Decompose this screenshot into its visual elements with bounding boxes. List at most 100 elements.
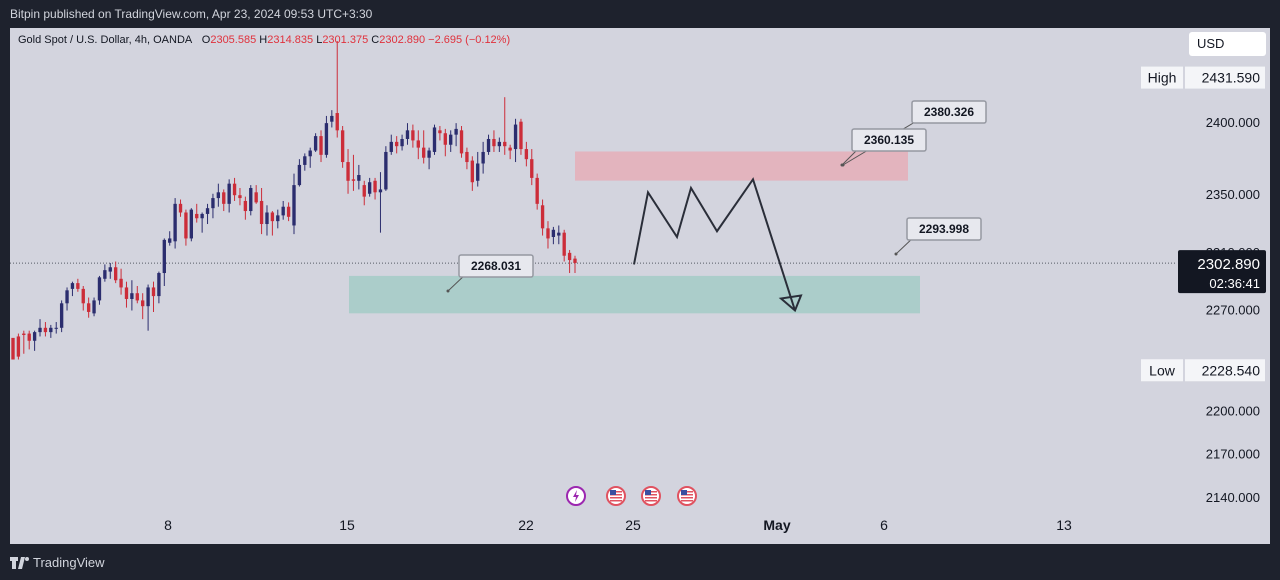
candle (405, 123, 410, 145)
price-callout: 2293.998 (894, 217, 982, 256)
price-callout: 2380.326 (841, 100, 987, 167)
candle-body (103, 270, 107, 279)
candle-body (200, 213, 204, 219)
candle (513, 118, 518, 163)
candle-body (459, 130, 464, 154)
candle (22, 330, 26, 354)
price-callout: 2268.031 (446, 254, 534, 293)
candle-body (346, 162, 350, 181)
candle (438, 126, 442, 141)
candle (362, 180, 366, 206)
icon-ring (677, 486, 697, 506)
candle (492, 130, 496, 152)
candle (232, 177, 237, 201)
candle (151, 281, 156, 312)
candle (540, 199, 545, 236)
candle (200, 212, 204, 233)
candle-body (422, 147, 426, 158)
candle-body (378, 189, 383, 193)
candle (141, 293, 145, 320)
candle (411, 124, 415, 148)
candle (189, 208, 194, 242)
candle (567, 249, 572, 274)
candle-body (481, 151, 485, 164)
candle (49, 324, 53, 338)
currency-selector[interactable]: USD (1189, 32, 1266, 56)
high-value-box (1185, 66, 1265, 89)
callout-box (851, 128, 927, 152)
callout-anchor (894, 252, 898, 256)
candle-countdown: 02:36:41 (1209, 276, 1260, 291)
candle-body (65, 290, 69, 304)
time-tick-label: 8 (164, 517, 172, 533)
time-tick-label: 13 (1056, 517, 1072, 533)
candle (43, 322, 48, 337)
candle-body (141, 300, 145, 307)
projection-arrow-head (778, 294, 803, 313)
candle-body (438, 130, 442, 134)
candle-body (313, 136, 318, 151)
time-tick-label: 22 (518, 517, 534, 533)
price-chart[interactable]: 2380.326 2360.135 2293.998 2268.031 2400.00… (10, 28, 1270, 544)
candle-body (486, 138, 491, 152)
candle-body (76, 283, 80, 289)
projection-path[interactable] (633, 177, 796, 311)
candle-body (400, 138, 404, 147)
candle (238, 187, 242, 206)
candle-body (146, 287, 150, 307)
high-label: H (259, 34, 268, 46)
candle-body (540, 205, 545, 229)
candle (297, 159, 302, 187)
candle-body (27, 333, 31, 341)
us-flag-icon (606, 486, 626, 506)
candle-body (324, 123, 329, 155)
time-axis[interactable]: 8 15 22 25 May 6 13 (164, 517, 1072, 533)
candle (427, 147, 431, 170)
candle (465, 147, 469, 170)
supply-zone[interactable] (575, 151, 908, 181)
symbol-title: Gold Spot / U.S. Dollar, 4h, OANDA (18, 34, 192, 46)
candle (205, 203, 210, 225)
high-value: 2314.835 (267, 34, 314, 46)
open-value: 2305.585 (210, 34, 257, 46)
candle (173, 198, 177, 249)
candle (443, 128, 447, 157)
candle-body (232, 183, 237, 196)
candle (259, 187, 264, 235)
flag-canton (681, 490, 687, 495)
candle-body (243, 200, 248, 212)
candle (162, 238, 166, 286)
candle (59, 300, 64, 333)
candle (530, 149, 534, 186)
candle (168, 231, 172, 246)
candle (76, 278, 80, 292)
candle (27, 330, 31, 350)
candle (135, 286, 139, 304)
candle (508, 144, 512, 160)
callout-box (458, 254, 534, 278)
flag-stripe (610, 497, 622, 499)
candle-body (54, 327, 58, 329)
candle (281, 200, 285, 220)
price-axis[interactable]: 2400.0002350.0002310.0002270.0002200.000… (1141, 28, 1270, 544)
candle-body (513, 124, 518, 150)
candle (97, 275, 102, 305)
candle-body (330, 115, 334, 122)
candle (286, 202, 291, 222)
candle (86, 297, 91, 318)
candle (119, 268, 123, 295)
flag-stripe (681, 497, 693, 499)
candles (11, 40, 577, 360)
candle-body (357, 175, 361, 181)
candle-body (119, 278, 123, 288)
icon-bolt (573, 490, 579, 502)
icon-ring (606, 486, 626, 506)
candle-body (162, 239, 166, 274)
candle-body (524, 149, 529, 160)
candle (400, 134, 404, 151)
candle-body (195, 213, 199, 219)
candle (303, 153, 307, 171)
lightning-icon (566, 486, 586, 506)
demand-zone[interactable] (349, 275, 920, 314)
price-callout: 2360.135 (840, 128, 927, 167)
